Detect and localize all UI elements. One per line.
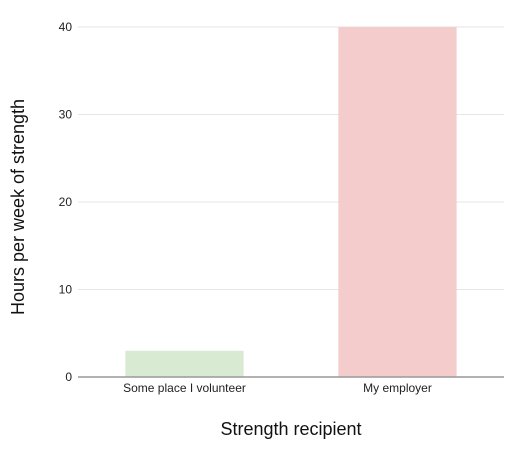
bars [125,27,457,377]
y-tick-label: 20 [59,195,73,209]
x-tick-label: My employer [363,381,432,395]
y-tick-label: 0 [65,370,72,384]
y-tick-labels: 0 10 20 30 40 [59,20,73,384]
bar-1 [125,350,244,377]
x-axis-title: Strength recipient [220,419,361,439]
bar-2 [338,27,457,377]
y-axis-title: Hours per week of strength [8,99,28,315]
y-tick-label: 40 [59,20,73,34]
y-tick-label: 30 [59,108,73,122]
y-tick-label: 10 [59,283,73,297]
x-tick-label: Some place I volunteer [123,381,246,395]
x-tick-labels: Some place I volunteer My employer [123,381,432,395]
